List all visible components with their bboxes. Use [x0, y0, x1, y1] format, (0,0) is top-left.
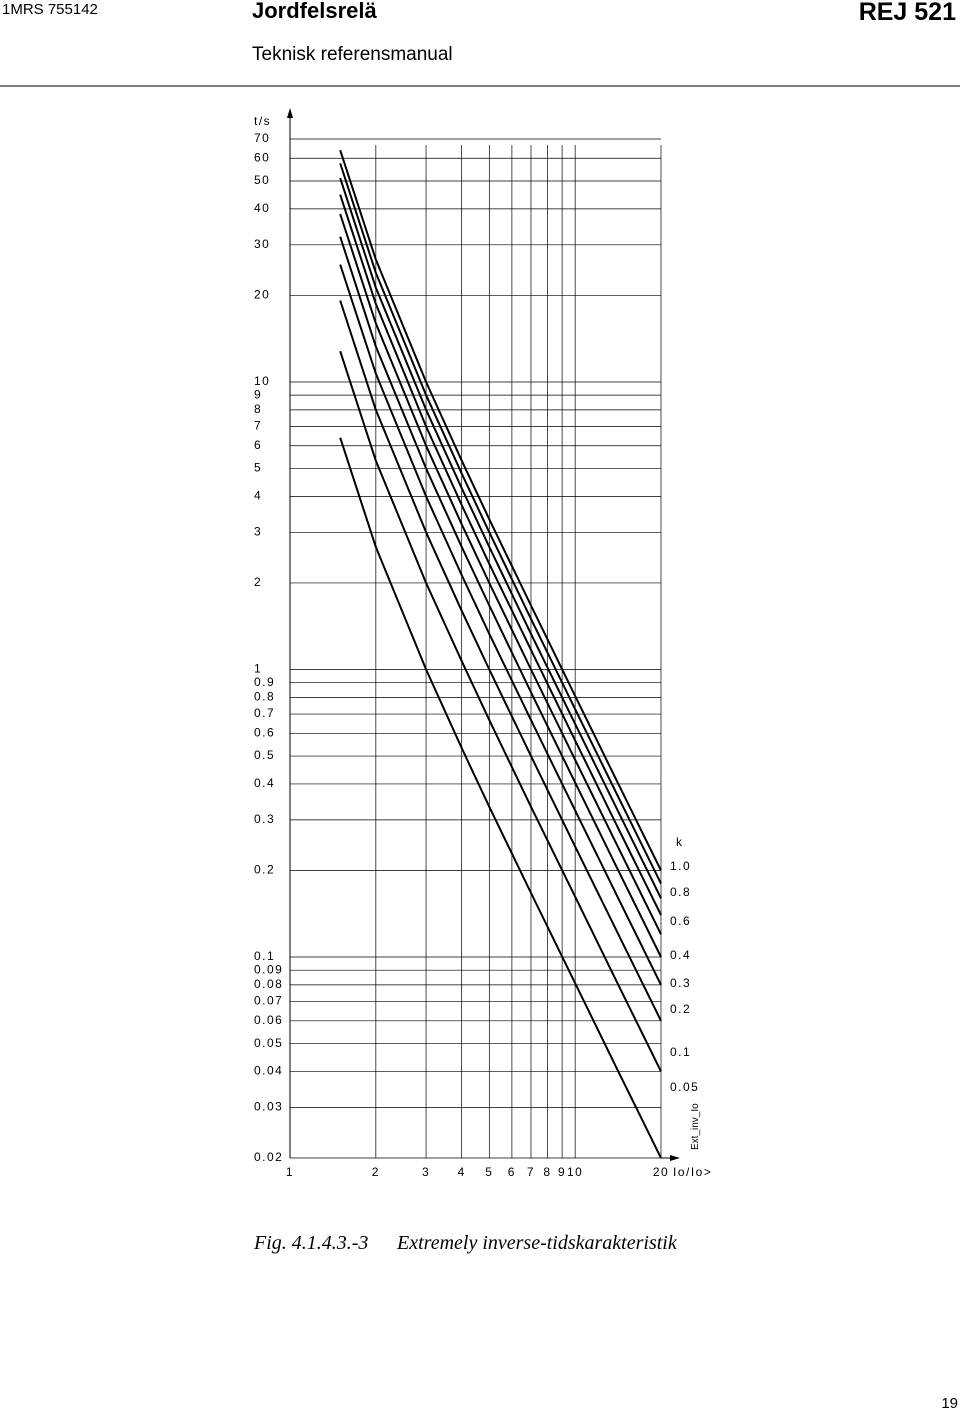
curve-label: 1.0 — [670, 859, 691, 873]
y-tick-label: 0.04 — [254, 1064, 283, 1078]
y-axis-label: t/s — [254, 114, 271, 128]
y-tick-label: 40 — [254, 201, 270, 215]
legend-title: k — [676, 835, 684, 849]
curve — [339, 437, 662, 1159]
curve — [339, 213, 662, 935]
x-tick-label: 10 — [567, 1165, 583, 1179]
curve-label: 0.1 — [670, 1045, 691, 1059]
y-tick-label: 8 — [254, 402, 262, 416]
y-tick-label: 0.06 — [254, 1013, 283, 1027]
curve — [339, 194, 662, 916]
figure-id: Ext_inv_Io — [690, 1103, 701, 1150]
y-tick-label: 0.08 — [254, 977, 283, 991]
x-axis-arrow — [670, 1155, 680, 1161]
curve-label: 0.05 — [670, 1080, 699, 1094]
y-tick-label: 9 — [254, 387, 262, 401]
y-tick-label: 0.5 — [254, 748, 275, 762]
y-tick-label: 70 — [254, 131, 270, 145]
curve — [339, 236, 662, 958]
y-tick-label: 20 — [254, 288, 270, 302]
x-tick-label: 20 — [653, 1165, 669, 1179]
y-tick-label: 0.3 — [254, 812, 275, 826]
y-tick-label: 2 — [254, 575, 262, 589]
y-tick-label: 0.9 — [254, 675, 275, 689]
y-tick-label: 0.6 — [254, 725, 275, 739]
y-tick-label: 0.05 — [254, 1036, 283, 1050]
y-tick-label: 0.03 — [254, 1100, 283, 1114]
y-tick-label: 10 — [254, 374, 270, 388]
y-tick-label: 0.09 — [254, 962, 283, 976]
y-tick-label: 0.2 — [254, 863, 275, 877]
curve-label: 0.2 — [670, 1002, 691, 1016]
y-tick-label: 4 — [254, 489, 262, 503]
curve — [339, 177, 662, 899]
curve-label: 0.8 — [670, 885, 691, 899]
x-tick-label: 4 — [458, 1165, 466, 1179]
product: REJ 521 — [859, 0, 956, 26]
x-tick-label: 5 — [485, 1165, 493, 1179]
x-axis-label: Io/Io> — [673, 1165, 712, 1179]
y-tick-label: 0.4 — [254, 776, 275, 790]
y-tick-label: 7 — [254, 419, 262, 433]
caption-text: Extremely inverse-tidskarakteristik — [396, 1232, 678, 1254]
curve — [339, 149, 662, 871]
y-tick-label: 6 — [254, 438, 262, 452]
x-tick-label: 9 — [558, 1165, 566, 1179]
x-tick-label: 2 — [372, 1165, 380, 1179]
y-axis-arrow — [287, 108, 293, 118]
x-tick-label: 7 — [527, 1165, 535, 1179]
caption-number: Fig. 4.1.4.3.-3 — [253, 1232, 368, 1254]
x-tick-label: 1 — [286, 1165, 294, 1179]
y-tick-label: 0.8 — [254, 690, 275, 704]
curve — [339, 264, 662, 986]
y-tick-label: 0.02 — [254, 1150, 283, 1164]
y-tick-label: 5 — [254, 461, 262, 475]
x-tick-label: 6 — [508, 1165, 516, 1179]
x-tick-label: 8 — [543, 1165, 551, 1179]
curve — [339, 300, 662, 1022]
y-tick-label: 50 — [254, 173, 270, 187]
y-tick-label: 3 — [254, 524, 262, 538]
y-tick-label: 60 — [254, 150, 270, 164]
y-tick-label: 0.07 — [254, 994, 283, 1008]
y-tick-label: 0.1 — [254, 949, 275, 963]
doc-subtitle: Teknisk referensmanual — [252, 44, 453, 65]
doc-title: Jordfelsrelä — [252, 0, 377, 23]
page-number: 19 — [941, 1395, 958, 1412]
curve-label: 0.3 — [670, 976, 691, 990]
curve-label: 0.6 — [670, 914, 691, 928]
y-tick-label: 1 — [254, 662, 262, 676]
curve — [339, 350, 662, 1072]
curve — [339, 162, 662, 885]
curve-label: 0.4 — [670, 948, 691, 962]
y-tick-label: 30 — [254, 237, 270, 251]
y-tick-label: 0.7 — [254, 706, 275, 720]
x-tick-label: 3 — [422, 1165, 430, 1179]
doc-id: 1MRS 755142 — [2, 1, 98, 18]
